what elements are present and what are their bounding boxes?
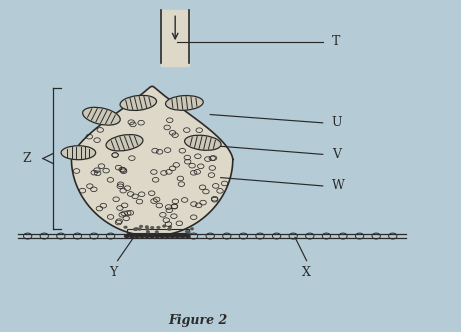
Text: U: U: [332, 116, 343, 129]
Circle shape: [170, 234, 175, 238]
Circle shape: [144, 234, 150, 238]
Text: Figure 2: Figure 2: [169, 314, 228, 327]
Circle shape: [124, 234, 130, 238]
Circle shape: [138, 228, 142, 230]
Circle shape: [190, 227, 194, 230]
Circle shape: [124, 226, 127, 228]
Ellipse shape: [61, 146, 96, 160]
Circle shape: [133, 228, 137, 230]
Circle shape: [139, 225, 143, 228]
Circle shape: [145, 225, 149, 228]
Polygon shape: [71, 86, 233, 236]
Ellipse shape: [106, 134, 143, 151]
Circle shape: [134, 228, 137, 231]
Text: W: W: [332, 179, 345, 193]
Circle shape: [139, 234, 145, 238]
Circle shape: [154, 234, 160, 238]
Polygon shape: [161, 10, 189, 66]
Circle shape: [150, 226, 154, 229]
Text: Z: Z: [23, 152, 31, 165]
Ellipse shape: [120, 95, 157, 111]
Circle shape: [185, 230, 189, 233]
Circle shape: [134, 234, 140, 238]
Circle shape: [155, 231, 159, 233]
Circle shape: [160, 234, 165, 238]
Circle shape: [157, 226, 160, 229]
Text: Y: Y: [109, 266, 117, 279]
Ellipse shape: [83, 107, 120, 125]
Text: T: T: [332, 35, 340, 48]
Ellipse shape: [184, 135, 221, 150]
Text: V: V: [332, 148, 341, 161]
Circle shape: [180, 234, 185, 238]
Circle shape: [175, 234, 180, 238]
Text: X: X: [302, 266, 311, 279]
Circle shape: [162, 225, 166, 227]
Circle shape: [149, 234, 155, 238]
Circle shape: [167, 228, 171, 231]
Circle shape: [165, 234, 170, 238]
Circle shape: [129, 234, 135, 238]
Circle shape: [185, 234, 190, 238]
Ellipse shape: [165, 96, 203, 110]
Circle shape: [146, 228, 149, 230]
Circle shape: [135, 227, 139, 230]
Circle shape: [168, 226, 172, 228]
Bar: [127, 229, 189, 233]
Circle shape: [146, 231, 150, 233]
Circle shape: [187, 231, 190, 234]
